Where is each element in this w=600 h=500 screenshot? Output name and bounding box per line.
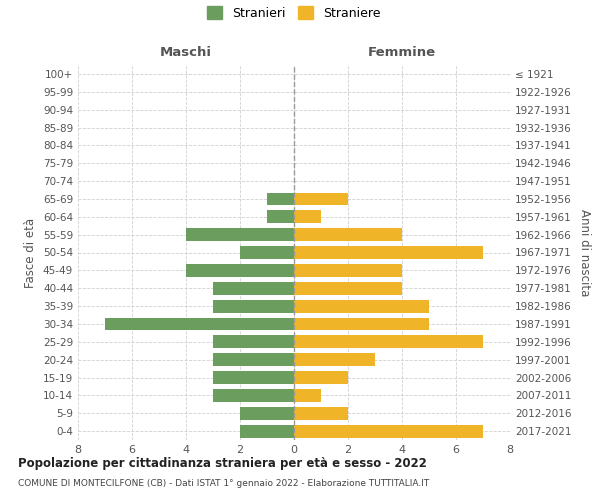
Bar — [213, 300, 294, 312]
Bar — [294, 318, 429, 330]
Bar — [213, 353, 294, 366]
Bar — [294, 353, 375, 366]
Bar — [213, 371, 294, 384]
Text: Popolazione per cittadinanza straniera per età e sesso - 2022: Popolazione per cittadinanza straniera p… — [18, 458, 427, 470]
Y-axis label: Anni di nascita: Anni di nascita — [578, 209, 591, 296]
Text: Maschi: Maschi — [160, 46, 212, 58]
Bar — [294, 424, 483, 438]
Bar — [294, 336, 483, 348]
Y-axis label: Fasce di età: Fasce di età — [25, 218, 37, 288]
Bar — [267, 210, 294, 223]
Bar — [240, 246, 294, 259]
Bar — [294, 264, 402, 277]
Bar — [294, 246, 483, 259]
Bar — [186, 264, 294, 277]
Text: COMUNE DI MONTECILFONE (CB) - Dati ISTAT 1° gennaio 2022 - Elaborazione TUTTITAL: COMUNE DI MONTECILFONE (CB) - Dati ISTAT… — [18, 479, 429, 488]
Bar — [105, 318, 294, 330]
Bar — [294, 371, 348, 384]
Text: Femmine: Femmine — [368, 46, 436, 58]
Bar — [213, 389, 294, 402]
Bar — [240, 424, 294, 438]
Bar — [294, 228, 402, 241]
Bar — [294, 389, 321, 402]
Bar — [294, 407, 348, 420]
Bar — [267, 192, 294, 205]
Bar — [240, 407, 294, 420]
Bar — [213, 282, 294, 294]
Bar — [213, 336, 294, 348]
Legend: Stranieri, Straniere: Stranieri, Straniere — [202, 2, 386, 25]
Bar — [294, 192, 348, 205]
Bar — [294, 300, 429, 312]
Bar — [294, 282, 402, 294]
Bar — [294, 210, 321, 223]
Bar — [186, 228, 294, 241]
